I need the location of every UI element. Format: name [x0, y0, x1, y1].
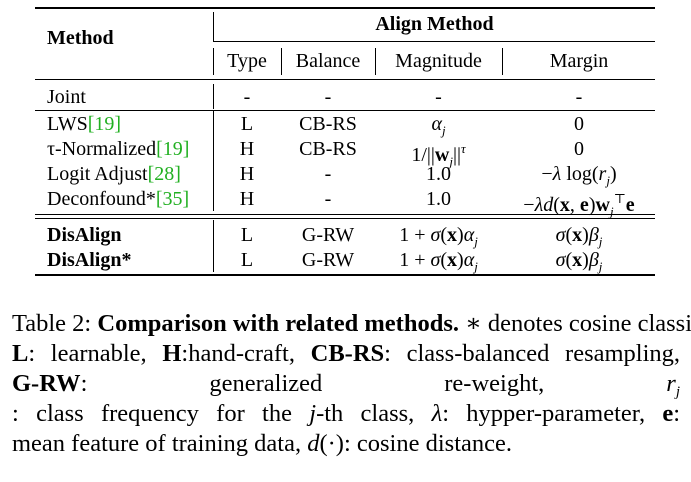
row-taunorm-balance: CB-RS: [299, 138, 357, 160]
row-taunorm-margin: 0: [574, 138, 584, 160]
double-rule-lower: [35, 218, 655, 219]
table-caption: Table 2: Comparison with related methods…: [12, 309, 691, 459]
row-joint-magnitude: -: [435, 86, 442, 108]
col-divider: [213, 84, 214, 109]
row-disalign-star-magnitude: 1 + σ(x)αj: [399, 249, 478, 274]
citation[interactable]: [19]: [156, 138, 190, 160]
subheader-balance: Balance: [295, 50, 361, 72]
row-logitadj-balance: -: [324, 163, 332, 185]
subheader-margin: Margin: [549, 50, 609, 72]
header-bottom-rule: [35, 79, 655, 80]
row-joint-margin: -: [575, 86, 583, 108]
row-deconfound-magnitude: 1.0: [426, 188, 451, 210]
subheader-type: Type: [227, 50, 267, 72]
subheader-magnitude: Magnitude: [395, 50, 482, 72]
citation[interactable]: [35]: [155, 188, 190, 210]
row-taunorm-magnitude: 1/||wj||τ: [411, 141, 466, 169]
header-divider-main: [213, 12, 214, 42]
row-disalign-type: L: [240, 224, 254, 246]
caption-line-5: mean feature of training data, d(·): cos…: [12, 430, 513, 457]
bottom-rule: [35, 274, 655, 276]
row-logitadj-type: H: [239, 163, 255, 185]
row-disalign-magnitude: 1 + σ(x)αj: [399, 224, 478, 249]
subheader-divider-2: [375, 48, 376, 75]
row-joint-balance: -: [324, 86, 332, 108]
header-align-method: Align Method: [375, 13, 494, 35]
row-lws-margin: 0: [574, 113, 584, 135]
col-divider: [213, 220, 214, 272]
subheader-divider-0: [213, 48, 214, 75]
row-lws-method: LWS[19]: [47, 113, 122, 135]
row-deconfound-balance: -: [324, 188, 332, 210]
row-lws-type: L: [240, 113, 254, 135]
row-deconfound-type: H: [239, 188, 255, 210]
row-taunorm-type: H: [239, 138, 255, 160]
row-disalign-margin: σ(x)βj: [555, 224, 603, 249]
joint-bottom-rule: [35, 110, 655, 111]
row-taunorm-method: τ-Normalized[19]: [47, 138, 190, 160]
subheader-divider-1: [281, 48, 282, 75]
row-logitadj-method: Logit Adjust[28]: [47, 163, 181, 185]
row-deconfound-method: Deconfound*[35]: [47, 188, 190, 210]
header-cmidrule: [214, 41, 655, 42]
row-disalign-star-margin: σ(x)βj: [555, 249, 603, 274]
row-joint-method: Joint: [47, 86, 86, 108]
row-logitadj-margin: −λ log(rj): [541, 163, 617, 188]
citation[interactable]: [19]: [87, 113, 122, 135]
row-joint-type: -: [243, 86, 251, 108]
row-disalign-balance: G-RW: [301, 224, 355, 246]
col-divider: [213, 111, 214, 211]
subheader-divider-3: [502, 48, 503, 75]
row-disalign-method: DisAlign: [47, 224, 122, 246]
row-disalign-star-balance: G-RW: [301, 249, 355, 271]
row-deconfound-margin: −λd(x, e)wj⊤e: [523, 191, 635, 219]
header-method: Method: [47, 27, 114, 49]
row-logitadj-magnitude: 1.0: [426, 163, 451, 185]
row-lws-magnitude: αj: [431, 113, 446, 138]
double-rule-upper: [35, 214, 655, 215]
caption-line-4: : class frequency for the j-th class, λ:…: [12, 400, 681, 427]
row-disalign-star-method: DisAlign*: [47, 249, 132, 271]
citation[interactable]: [28]: [147, 163, 181, 185]
caption-line-1: Table 2: Comparison with related methods…: [12, 310, 691, 337]
caption-line-2: L: learnable, H:hand-craft, CB-RS: class…: [12, 340, 681, 367]
top-rule: [35, 7, 655, 9]
row-disalign-star-type: L: [240, 249, 254, 271]
caption-line-3: G-RW: generalized re-weight, rj: [12, 370, 681, 400]
row-lws-balance: CB-RS: [299, 113, 357, 135]
